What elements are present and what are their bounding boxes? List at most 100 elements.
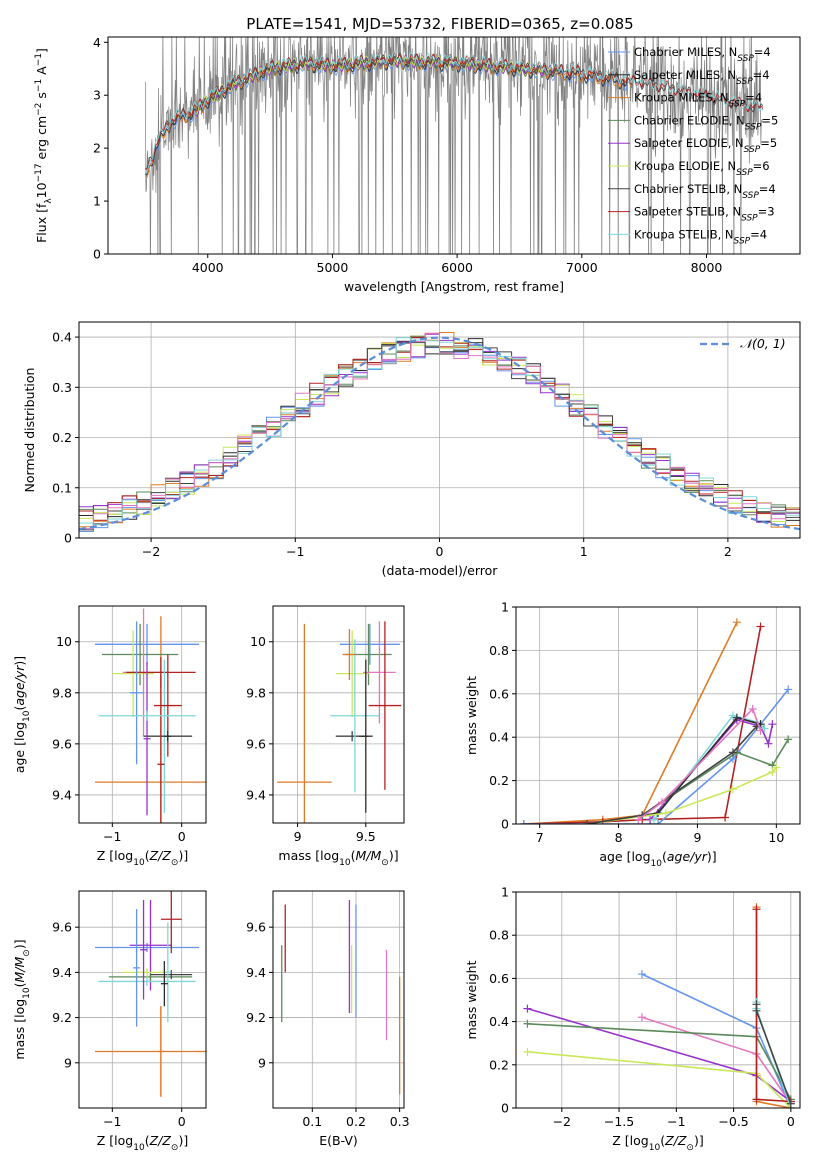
x-tick-label: 0 bbox=[787, 1114, 795, 1129]
model-line-1 bbox=[145, 56, 632, 176]
weight-marker bbox=[661, 809, 670, 818]
weight-marker bbox=[784, 735, 793, 744]
x-tick-label: −1 bbox=[103, 829, 121, 844]
axes-mass-vs-EBV: 0.1 0.2 0.3 9 9.2 9.4 9.6 E(B-V) bbox=[246, 890, 410, 1148]
weight-marker bbox=[721, 813, 730, 822]
x-tick-label: 6000 bbox=[441, 260, 473, 275]
x-tick-label: 9 bbox=[693, 830, 701, 845]
error-bars-age-vs-Z bbox=[94, 608, 206, 823]
y-axis-label: Normed distribution bbox=[22, 368, 37, 493]
model-line-6 bbox=[145, 52, 764, 170]
legend-label: 𝒩(0, 1) bbox=[740, 336, 786, 351]
axes-weight-vs-Z: −2 −1.5 −1 −0.5 0 0 0.2 0.4 0.6 0.8 1 Z [log10(Z/Z⊙… bbox=[464, 885, 801, 1153]
residual-histogram-9 bbox=[79, 332, 800, 533]
y-tick-label: 0.4 bbox=[489, 730, 509, 745]
axes-frame bbox=[272, 605, 405, 824]
y-tick-label: 0 bbox=[501, 1101, 509, 1116]
weight-marker bbox=[523, 1004, 532, 1013]
y-tick-label: 0.4 bbox=[489, 1014, 509, 1029]
legend-label: Salpeter STELIB, NSSP=3 bbox=[634, 205, 775, 224]
x-tick-label: 7000 bbox=[566, 260, 598, 275]
x-axis-label: (data-model)/error bbox=[382, 563, 499, 578]
x-tick-label: 2 bbox=[724, 544, 732, 559]
weight-line-1 bbox=[641, 1016, 792, 1105]
x-tick-label: 9.5 bbox=[356, 829, 376, 844]
x-tick-label: 0.2 bbox=[346, 1114, 366, 1129]
y-axis-label: mass [log10(M/M⊙)] bbox=[12, 939, 32, 1059]
x-tick-label: 8000 bbox=[691, 260, 723, 275]
legend-label: Salpeter ELODIE, NSSP=5 bbox=[634, 136, 777, 155]
plot-area-mass-vs-EBV bbox=[281, 900, 401, 1095]
y-tick-label: 9.6 bbox=[52, 736, 72, 751]
weight-line-4 bbox=[527, 1051, 792, 1108]
y-tick-label: 9 bbox=[258, 1055, 266, 1070]
weight-marker bbox=[523, 1019, 532, 1028]
y-tick-label: 9.8 bbox=[246, 685, 266, 700]
weight-marker bbox=[764, 739, 773, 748]
x-tick-label: 4000 bbox=[192, 260, 224, 275]
weight-marker bbox=[650, 815, 659, 824]
spectrum-legend: Chabrier MILES, NSSP=4 Salpeter MILES, NS… bbox=[608, 45, 778, 246]
x-tick-label: 1 bbox=[580, 544, 588, 559]
y-tick-label: 1 bbox=[501, 600, 509, 615]
y-tick-label: 0.6 bbox=[489, 686, 509, 701]
weight-marker bbox=[752, 905, 761, 914]
axes-spectrum: 4000 5000 6000 7000 8000 0 1 2 3 4 wavelength [Ang… bbox=[34, 35, 801, 294]
error-bars-mass-vs-Z bbox=[94, 891, 206, 1097]
y-tick-label: 9.2 bbox=[52, 1010, 72, 1025]
plot-area-age-vs-Z bbox=[94, 608, 206, 823]
y-tick-label: 9.4 bbox=[52, 965, 72, 980]
y-axis-label: mass weight bbox=[464, 960, 479, 1039]
x-tick-label: 0 bbox=[178, 829, 186, 844]
x-axis-label: E(B-V) bbox=[319, 1133, 358, 1148]
weight-marker bbox=[519, 820, 528, 824]
weight-marker bbox=[752, 1095, 761, 1104]
legend-label: Kroupa MILES, NSSP=4 bbox=[634, 91, 762, 110]
y-tick-label: 9.6 bbox=[246, 920, 266, 935]
weight-marker bbox=[728, 785, 737, 794]
error-bars-mass-vs-EBV bbox=[281, 900, 401, 1095]
x-tick-label: 0.3 bbox=[390, 1114, 410, 1129]
figure-title: PLATE=1541, MJD=53732, FIBERID=0365, z=0… bbox=[246, 15, 633, 33]
weight-marker bbox=[657, 798, 666, 807]
weight-marker bbox=[756, 726, 765, 735]
weight-marker bbox=[772, 763, 781, 772]
weight-marker bbox=[583, 820, 591, 824]
axes-frame bbox=[272, 890, 405, 1109]
y-tick-label: 9.4 bbox=[52, 787, 72, 802]
y-tick-label: 0 bbox=[64, 531, 72, 546]
y-tick-label: 9.6 bbox=[246, 736, 266, 751]
plot-area-weight-vs-age bbox=[519, 618, 793, 824]
weight-marker bbox=[784, 685, 793, 694]
axes-frame bbox=[515, 606, 801, 825]
plot-area-age-vs-mass bbox=[277, 621, 402, 823]
x-axis-label: age [log10(age/yr)] bbox=[599, 849, 716, 869]
axes-frame bbox=[78, 321, 801, 539]
weight-marker bbox=[654, 820, 662, 824]
y-axis-label: Flux [fλ10−17 erg cm−2 s−1 A−1] bbox=[34, 48, 54, 243]
x-tick-label: 0 bbox=[178, 1114, 186, 1129]
y-tick-label: 2 bbox=[93, 141, 101, 156]
axes-age-vs-mass: 9 9.5 9.4 9.6 9.8 10 mass [log10(M/M⊙)] bbox=[246, 605, 405, 868]
plot-area-spectrum bbox=[145, 37, 764, 254]
y-tick-label: 0.4 bbox=[52, 330, 72, 345]
y-tick-label: 10 bbox=[250, 634, 266, 649]
axes-frame bbox=[107, 36, 801, 255]
legend-label: Kroupa ELODIE, NSSP=6 bbox=[634, 159, 770, 178]
weight-marker bbox=[523, 1047, 532, 1056]
y-axis-label: mass weight bbox=[464, 676, 479, 755]
gaussian-curve bbox=[79, 336, 800, 531]
x-tick-label: 7 bbox=[536, 830, 544, 845]
legend-label: Chabrier ELODIE, NSSP=5 bbox=[634, 113, 778, 132]
weight-marker bbox=[732, 618, 741, 627]
y-tick-label: 9 bbox=[64, 1055, 72, 1070]
x-tick-label: −1 bbox=[286, 544, 304, 559]
x-tick-label: −1 bbox=[103, 1114, 121, 1129]
model-line-0 bbox=[145, 57, 633, 175]
x-tick-label: 5000 bbox=[317, 260, 349, 275]
plot-area-mass-vs-Z bbox=[94, 891, 206, 1097]
axes-frame bbox=[78, 605, 207, 824]
x-tick-label: −1.5 bbox=[604, 1114, 634, 1129]
y-tick-label: 0 bbox=[93, 247, 101, 262]
